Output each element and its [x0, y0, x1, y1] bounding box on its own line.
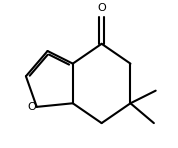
Text: O: O: [28, 102, 36, 112]
Text: O: O: [97, 3, 106, 13]
